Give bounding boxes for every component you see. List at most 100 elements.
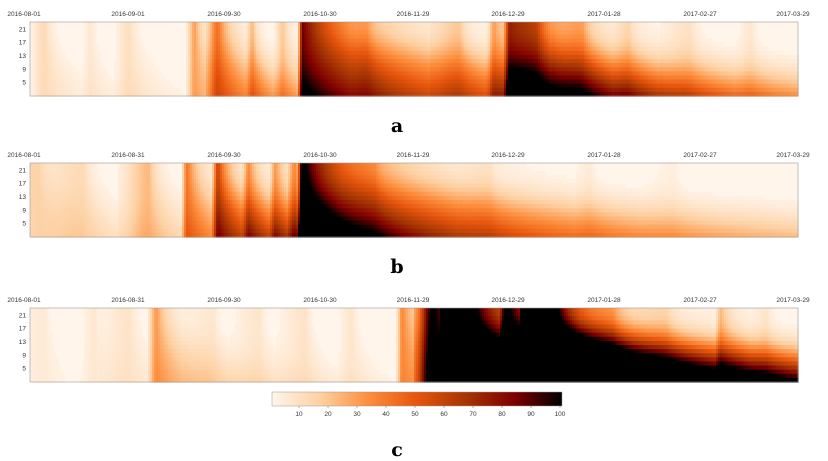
heatmap-cell xyxy=(162,87,165,93)
heatmap-cell xyxy=(422,30,425,35)
heatmap-cell xyxy=(94,83,97,89)
heatmap-cell xyxy=(528,87,531,93)
heatmap-cell xyxy=(120,67,123,72)
heatmap-cell xyxy=(204,87,207,93)
heatmap-cell xyxy=(318,34,321,40)
heatmap-cell xyxy=(368,63,371,68)
heatmap-cell xyxy=(218,22,221,27)
heatmap-cell xyxy=(524,50,527,56)
heatmap-cell xyxy=(452,54,455,60)
heatmap-cell xyxy=(446,38,449,44)
heatmap-cell xyxy=(430,46,433,52)
heatmap-cell xyxy=(400,46,403,52)
heatmap-cell xyxy=(208,79,211,85)
heatmap-cell xyxy=(254,91,257,97)
heatmap-cell xyxy=(396,87,399,93)
heatmap-cell xyxy=(494,50,497,56)
heatmap-cell xyxy=(480,34,483,40)
heatmap-cell xyxy=(320,38,323,44)
heatmap-cell xyxy=(420,46,423,52)
heatmap-cell xyxy=(464,71,467,77)
heatmap-cell xyxy=(148,71,151,77)
heatmap-cell xyxy=(188,63,191,68)
heatmap-cell xyxy=(480,83,483,89)
heatmap-cell xyxy=(328,91,331,97)
heatmap-cell xyxy=(304,91,307,97)
heatmap-cell xyxy=(450,22,453,27)
heatmap-cell xyxy=(82,79,85,85)
heatmap-cell xyxy=(360,63,363,68)
heatmap-cell xyxy=(512,42,515,48)
heatmap-cell xyxy=(244,34,247,40)
heatmap-cell xyxy=(194,22,197,27)
heatmap-cell xyxy=(222,46,225,52)
heatmap-cell xyxy=(226,71,229,77)
heatmap-cell xyxy=(384,30,387,35)
heatmap-cell xyxy=(260,54,263,60)
heatmap-cell xyxy=(50,34,53,40)
heatmap-cell xyxy=(126,54,129,60)
heatmap-cell xyxy=(510,30,513,35)
heatmap-cell xyxy=(292,30,295,35)
heatmap-cell xyxy=(416,67,419,72)
heatmap-cell xyxy=(252,46,255,52)
heatmap-cell xyxy=(92,83,95,89)
heatmap-cell xyxy=(294,50,297,56)
heatmap-cell xyxy=(238,38,241,44)
heatmap-cell xyxy=(452,50,455,56)
heatmap-cell xyxy=(244,54,247,60)
heatmap-cell xyxy=(34,67,37,72)
heatmap-cell xyxy=(478,42,481,48)
heatmap-cell xyxy=(534,54,537,60)
heatmap-cell xyxy=(210,67,213,72)
heatmap-cell xyxy=(208,59,211,64)
heatmap-cell xyxy=(318,26,321,31)
heatmap-cell xyxy=(364,46,367,52)
heatmap-cell xyxy=(326,79,329,85)
heatmap-cell xyxy=(116,42,119,48)
heatmap-cell xyxy=(492,63,495,68)
heatmap-cell xyxy=(40,54,43,60)
heatmap-cell xyxy=(40,38,43,44)
heatmap-cell xyxy=(256,38,259,44)
heatmap-cell xyxy=(194,79,197,85)
heatmap-cell xyxy=(100,59,103,64)
heatmap-cell xyxy=(52,67,55,72)
heatmap-cell xyxy=(236,75,239,81)
heatmap-cell xyxy=(506,75,509,81)
heatmap-cell xyxy=(530,59,533,64)
heatmap-cell xyxy=(410,50,413,56)
heatmap-cell xyxy=(220,30,223,35)
heatmap-cell xyxy=(124,46,127,52)
heatmap-cell xyxy=(350,30,353,35)
heatmap-cell xyxy=(444,26,447,31)
heatmap-cell xyxy=(224,30,227,35)
heatmap-cell xyxy=(94,79,97,85)
heatmap-cell xyxy=(474,26,477,31)
heatmap-cell xyxy=(350,22,353,27)
heatmap-cell xyxy=(190,38,193,44)
heatmap-cell xyxy=(446,75,449,81)
heatmap-cell xyxy=(138,63,141,68)
heatmap-cell xyxy=(496,63,499,68)
heatmap-cell xyxy=(98,91,101,97)
heatmap-cell xyxy=(402,42,405,48)
heatmap-cell xyxy=(188,42,191,48)
heatmap-cell xyxy=(88,38,91,44)
heatmap-cell xyxy=(66,59,69,64)
heatmap-cell xyxy=(118,22,121,27)
heatmap-cell xyxy=(318,71,321,77)
heatmap-cell xyxy=(294,83,297,89)
heatmap-cell xyxy=(48,91,51,97)
heatmap-cell xyxy=(200,71,203,77)
heatmap-cell xyxy=(204,91,207,97)
heatmap-cell xyxy=(312,46,315,52)
heatmap-cell xyxy=(388,42,391,48)
heatmap-cell xyxy=(362,26,365,31)
x-tick-label: 2017-01-28 xyxy=(587,11,621,18)
heatmap-cell xyxy=(278,22,281,27)
heatmap-cell xyxy=(444,54,447,60)
heatmap-cell xyxy=(134,91,137,97)
heatmap-cell xyxy=(52,30,55,35)
heatmap-cell xyxy=(282,54,285,60)
